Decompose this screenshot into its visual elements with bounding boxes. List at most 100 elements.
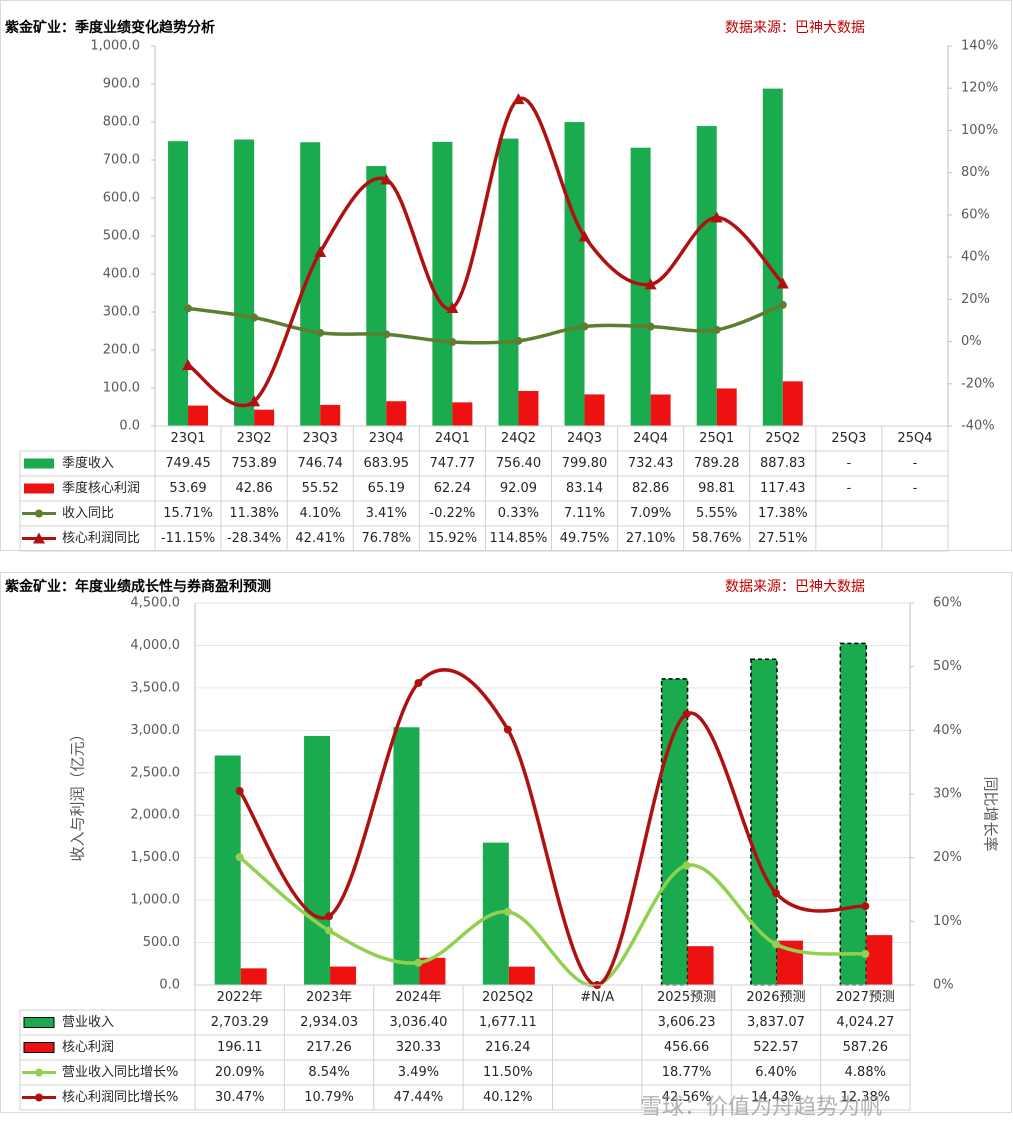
y-tick-label: 600.0 [103, 191, 140, 206]
line-marker [446, 301, 459, 313]
table-value: 749.45 [165, 456, 211, 471]
table-value: 216.24 [485, 1040, 531, 1055]
table-value: 3,606.23 [658, 1015, 716, 1030]
x-tick-label: 2024年 [395, 990, 441, 1005]
table-value: - [847, 481, 852, 496]
line-marker [514, 336, 523, 345]
line-marker [182, 359, 195, 371]
y2-tick-label: 100% [961, 123, 998, 138]
line-marker [448, 338, 457, 347]
y-axis-title: 收入与利润（亿元） [69, 726, 87, 861]
table-value: -0.22% [429, 506, 475, 521]
bar [866, 935, 893, 985]
bar [320, 404, 341, 426]
table-value: 83.14 [566, 481, 603, 496]
table-value: 76.78% [362, 531, 412, 546]
table-value: 683.95 [364, 456, 410, 471]
x-tick-label: 23Q2 [237, 431, 272, 446]
bar [716, 388, 737, 426]
y-tick-label: 4,500.0 [130, 596, 180, 611]
y-tick-label: 0.0 [159, 978, 180, 993]
y2-tick-label: -40% [961, 419, 995, 434]
table-value: 0.33% [498, 506, 539, 521]
x-tick-label: 23Q1 [171, 431, 206, 446]
line-marker [646, 322, 655, 331]
x-tick-label: 23Q3 [303, 431, 338, 446]
line-marker [778, 300, 787, 309]
legend-label: 收入同比 [62, 506, 114, 521]
table-value: 4.10% [300, 506, 341, 521]
y2-tick-label: 0% [961, 334, 982, 349]
y2-tick-label: -20% [961, 376, 995, 391]
table-value: 746.74 [297, 456, 343, 471]
table-value: 753.89 [231, 456, 277, 471]
table-value: 47.44% [394, 1090, 444, 1105]
bar [452, 402, 473, 426]
line-marker [512, 93, 525, 105]
x-tick-label: 2023年 [306, 990, 352, 1005]
table-value: 27.10% [626, 531, 676, 546]
panel-border [0, 572, 1012, 1113]
legend-marker [35, 509, 43, 518]
y-tick-label: 3,500.0 [130, 680, 180, 695]
table-value: 30.47% [215, 1090, 265, 1105]
table-value: 117.43 [760, 481, 806, 496]
bar [188, 405, 209, 426]
table-value: 42.56% [662, 1090, 712, 1105]
bar [300, 142, 321, 426]
table-value: 7.09% [630, 506, 671, 521]
table-value: 49.75% [560, 531, 610, 546]
table-value: 15.71% [163, 506, 213, 521]
bar [839, 642, 868, 986]
source-note: 数据来源：巴神大数据 [725, 20, 865, 36]
legend-label: 营业收入 [62, 1015, 114, 1030]
table-value: 3,036.40 [389, 1015, 447, 1030]
table-value: 799.80 [562, 456, 608, 471]
line-marker [861, 902, 870, 911]
line-marker [325, 926, 334, 935]
chart-title: 紫金矿业：年度业绩成长性与券商盈利预测 [5, 578, 271, 595]
line [187, 303, 784, 345]
table-value: -28.34% [227, 531, 281, 546]
table-value: 12.38% [841, 1090, 891, 1105]
table-value: 587.26 [843, 1040, 889, 1055]
y-tick-label: 4,000.0 [130, 638, 180, 653]
x-tick-label: 2026预测 [746, 990, 805, 1005]
table-value: 732.43 [628, 456, 674, 471]
x-tick-label: 2027预测 [836, 990, 895, 1005]
table-value: 3.41% [366, 506, 407, 521]
bar [650, 394, 671, 426]
line-marker [710, 211, 723, 223]
table-value: 92.09 [500, 481, 537, 496]
y-tick-label: 1,500.0 [130, 850, 180, 865]
table-value: - [913, 481, 918, 496]
bar [168, 141, 189, 427]
table-value: 65.19 [368, 481, 405, 496]
bar [234, 139, 255, 427]
bar [393, 727, 420, 985]
line-marker [503, 907, 512, 916]
y2-tick-label: 0% [933, 978, 954, 993]
table-value: 887.83 [760, 456, 806, 471]
y-tick-label: 500.0 [103, 229, 140, 244]
legend-swatch [23, 1042, 55, 1053]
line-marker [682, 861, 691, 870]
y2-axis-title: 同比增长率 [982, 776, 1000, 851]
x-tick-label: 24Q4 [633, 431, 668, 446]
table-value: 62.24 [434, 481, 471, 496]
bar [782, 381, 803, 426]
table-value: 320.33 [396, 1040, 442, 1055]
bar [214, 755, 241, 985]
table-value: -11.15% [161, 531, 215, 546]
table-value: 114.85% [490, 531, 548, 546]
legend-marker [35, 1068, 43, 1077]
table-value: 58.76% [692, 531, 742, 546]
line-marker [316, 328, 325, 337]
x-tick-label: 24Q1 [435, 431, 470, 446]
legend-swatch [23, 1017, 55, 1028]
y-tick-label: 2,500.0 [130, 765, 180, 780]
line [238, 668, 866, 987]
table-value: 522.57 [753, 1040, 799, 1055]
legend-label: 核心利润 [62, 1040, 114, 1055]
